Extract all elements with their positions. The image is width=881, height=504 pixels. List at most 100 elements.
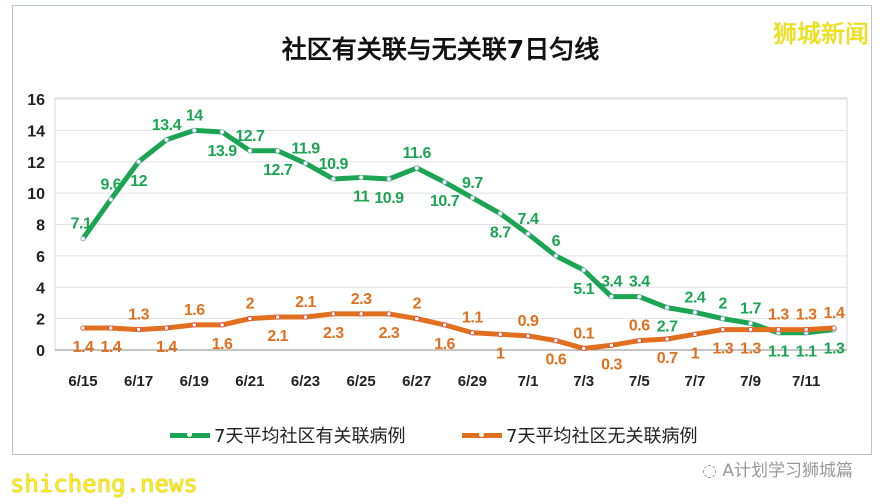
x-tick-label: 7/9 xyxy=(740,373,761,390)
data-point xyxy=(275,148,281,154)
data-point xyxy=(664,336,670,342)
data-label: 7.4 xyxy=(518,211,539,228)
data-label: 11.6 xyxy=(403,145,432,162)
data-label: 2.4 xyxy=(685,289,706,306)
legend-label: 7天平均社区无关联病例 xyxy=(506,426,698,447)
data-point xyxy=(469,195,476,201)
data-point xyxy=(720,316,726,322)
x-tick-label: 6/21 xyxy=(235,373,264,390)
data-point xyxy=(636,294,642,300)
x-tick-label: 6/27 xyxy=(402,373,431,390)
y-tick-label: 0 xyxy=(36,343,45,360)
data-point xyxy=(330,311,336,317)
data-point xyxy=(414,165,420,171)
data-label: 10.9 xyxy=(319,156,349,173)
data-label: 9.6 xyxy=(100,176,121,193)
wechat-source: ◌ A计划学习狮城篇 xyxy=(702,456,853,481)
data-label: 1.3 xyxy=(712,341,733,358)
data-label: 1.3 xyxy=(796,307,817,324)
x-tick-label: 6/15 xyxy=(68,373,97,390)
data-point xyxy=(581,345,587,352)
data-label: 10.7 xyxy=(430,193,460,210)
data-point xyxy=(163,325,170,331)
data-label: 1.4 xyxy=(73,339,94,356)
data-label: 1 xyxy=(691,345,700,362)
y-tick-label: 16 xyxy=(27,92,45,109)
data-label: 1.3 xyxy=(768,307,789,324)
data-point xyxy=(525,333,531,339)
x-tick-label: 7/1 xyxy=(518,373,539,390)
y-tick-label: 10 xyxy=(27,186,45,203)
legend-swatch-orange xyxy=(462,431,502,438)
data-point xyxy=(636,337,642,344)
data-label: 13.4 xyxy=(152,117,182,134)
data-label: 2 xyxy=(246,296,255,313)
data-point xyxy=(414,316,420,322)
data-point xyxy=(163,137,170,143)
data-point xyxy=(525,231,531,237)
data-label: 12.7 xyxy=(263,162,293,179)
data-label: 1.7 xyxy=(740,300,761,317)
data-point xyxy=(386,311,392,317)
data-point xyxy=(136,327,142,333)
data-point xyxy=(581,267,587,273)
data-label: 6 xyxy=(552,233,561,250)
data-point xyxy=(692,309,698,315)
watermark: shicheng.news xyxy=(10,470,198,498)
data-label: 1.6 xyxy=(434,336,455,353)
x-tick-label: 6/25 xyxy=(347,373,376,390)
data-point xyxy=(108,325,114,331)
data-point xyxy=(275,314,281,320)
data-point xyxy=(247,316,253,322)
x-tick-label: 7/5 xyxy=(629,373,650,390)
data-point xyxy=(386,176,392,182)
data-label: 9.7 xyxy=(462,175,483,192)
data-point xyxy=(803,327,809,333)
data-point xyxy=(330,176,336,182)
data-point xyxy=(553,337,559,344)
data-point xyxy=(747,327,754,333)
data-label: 0.9 xyxy=(518,313,539,330)
data-point xyxy=(108,196,114,202)
data-label: 11.9 xyxy=(291,140,320,157)
data-label: 1 xyxy=(496,345,505,362)
y-tick-label: 8 xyxy=(36,218,45,235)
data-label: 1.1 xyxy=(796,344,817,361)
data-label: 0.6 xyxy=(629,318,650,335)
legend-item-unlinked: 7天平均社区无关联病例 xyxy=(462,422,697,448)
data-label: 1.6 xyxy=(184,302,205,319)
data-label: 2.3 xyxy=(323,325,344,342)
data-label: 2.7 xyxy=(657,319,678,336)
data-label: 13.9 xyxy=(208,143,238,160)
data-label: 2 xyxy=(719,296,728,313)
y-tick-label: 12 xyxy=(27,155,45,172)
data-label: 1.3 xyxy=(128,307,149,324)
data-label: 2.3 xyxy=(351,291,372,308)
data-label: 1.4 xyxy=(824,305,845,322)
data-label: 0.6 xyxy=(545,352,566,369)
brand-logo: 狮城新闻 xyxy=(773,20,869,48)
data-point xyxy=(358,174,364,181)
data-label: 0.7 xyxy=(657,350,678,367)
legend-item-linked: 7天平均社区有关联病例 xyxy=(170,422,405,448)
data-point xyxy=(497,331,503,337)
data-label: 11 xyxy=(353,188,370,205)
chart-frame xyxy=(12,5,872,455)
data-point xyxy=(608,342,615,348)
x-tick-label: 7/11 xyxy=(792,373,820,390)
y-tick-label: 14 xyxy=(27,123,45,140)
y-tick-label: 6 xyxy=(36,249,45,266)
data-point xyxy=(302,314,309,320)
series-line-0 xyxy=(80,127,835,336)
data-label: 3.4 xyxy=(601,274,622,291)
x-tick-label: 6/17 xyxy=(124,373,153,390)
data-label: 1.3 xyxy=(740,341,761,358)
data-label: 5.1 xyxy=(573,281,594,298)
data-point xyxy=(469,330,476,336)
data-point xyxy=(608,294,615,300)
data-label: 8.7 xyxy=(490,225,511,242)
data-label: 1.4 xyxy=(100,339,121,356)
x-tick-label: 6/19 xyxy=(180,373,209,390)
data-label: 3.4 xyxy=(629,274,650,291)
